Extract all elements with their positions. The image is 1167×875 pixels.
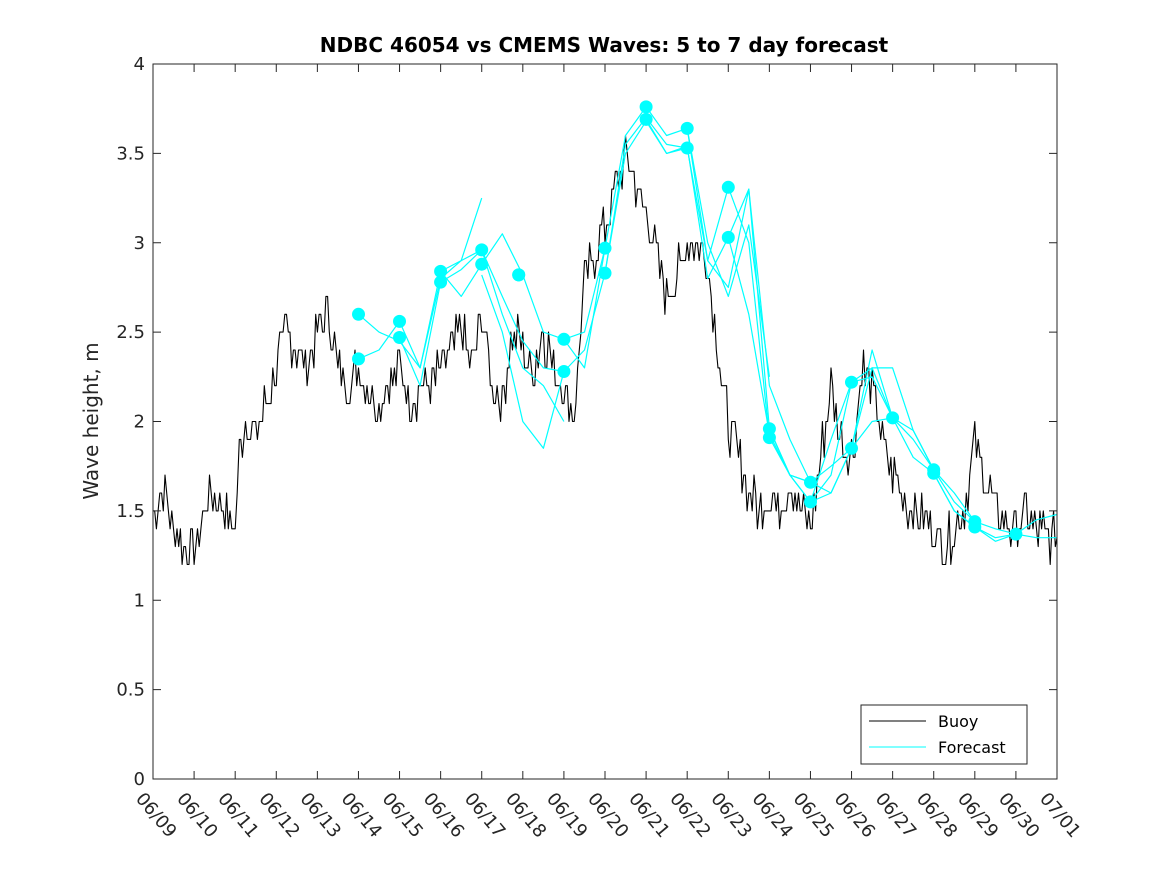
forecast-marker [475, 243, 489, 257]
forecast-marker-layer [352, 100, 1023, 541]
y-tick-label: 1.5 [116, 501, 145, 522]
y-axis-label: Wave height, m [79, 342, 103, 499]
y-tick-label: 3.5 [116, 143, 145, 164]
forecast-marker [557, 332, 571, 346]
forecast-marker [352, 307, 365, 321]
legend-box [860, 704, 1028, 765]
legend-forecast-label: Forecast [938, 738, 1006, 757]
forecast-marker [639, 112, 653, 126]
forecast-line-2 [358, 249, 565, 422]
legend-buoy-label: Buoy [938, 712, 978, 731]
forecast-marker [512, 268, 526, 282]
plot-background [153, 64, 1057, 779]
forecast-line-12 [810, 349, 1017, 539]
forecast-line-14 [933, 473, 1057, 542]
y-tick-label: 0 [134, 769, 145, 790]
forecast-marker [598, 266, 612, 280]
y-tick-label: 1 [134, 590, 145, 611]
y-tick-label: 2 [134, 412, 145, 433]
forecast-marker [393, 331, 406, 344]
forecast-marker [762, 422, 776, 436]
forecast-marker [393, 314, 406, 328]
forecast-line-6 [563, 106, 770, 377]
forecast-marker [804, 475, 817, 489]
forecast-marker [680, 121, 694, 135]
forecast-line-10 [727, 237, 935, 503]
forecast-marker [762, 431, 776, 445]
forecast-series-layer [358, 106, 1058, 542]
forecast-marker [475, 257, 489, 271]
y-axis: 0 0.5 1 1.5 2 2.5 3 3.5 4 [116, 54, 1057, 790]
forecast-marker [598, 241, 612, 255]
forecast-marker [557, 365, 571, 378]
forecast-marker [721, 180, 735, 194]
forecast-line-11 [768, 367, 976, 523]
forecast-marker [721, 230, 735, 244]
chart-title: NDBC 46054 vs CMEMS Waves: 5 to 7 day fo… [320, 33, 889, 57]
forecast-marker [886, 411, 900, 425]
y-tick-label: 0.5 [116, 680, 145, 701]
y-tick-label: 4 [134, 54, 145, 75]
forecast-line-8 [645, 119, 853, 503]
forecast-marker [434, 275, 448, 289]
forecast-marker [1009, 527, 1023, 541]
forecast-marker [968, 520, 982, 534]
forecast-marker [680, 141, 694, 155]
forecast-marker [845, 375, 858, 389]
y-tick-label: 2.5 [116, 322, 145, 343]
plot-area [153, 64, 1057, 779]
forecast-line-5 [481, 120, 688, 449]
forecast-marker [927, 466, 941, 480]
forecast-marker [804, 495, 817, 509]
forecast-marker [845, 441, 858, 455]
forecast-marker [434, 264, 448, 278]
forecast-marker [352, 352, 365, 366]
y-tick-label: 3 [134, 233, 145, 254]
forecast-line-13 [851, 376, 1058, 535]
forecast-marker [639, 100, 653, 114]
legend: Buoy Forecast [860, 704, 1028, 765]
